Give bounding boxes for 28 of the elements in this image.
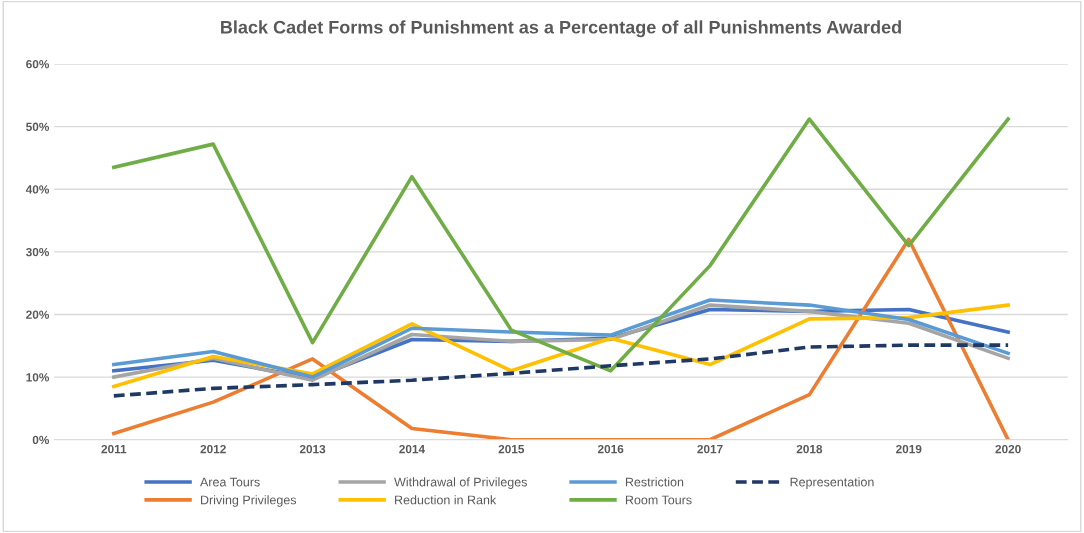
x-tick-label: 2014 — [399, 444, 425, 454]
legend-label: Withdrawal of Privileges — [394, 477, 527, 489]
x-tick-label: 2015 — [498, 444, 525, 454]
line-series — [112, 343, 1010, 398]
x-tick-label: 2011 — [101, 444, 127, 454]
line-series — [112, 117, 1010, 373]
legend-label: Driving Privileges — [201, 495, 297, 507]
y-tick-label: 40% — [25, 185, 50, 194]
legend-label: Reduction in Rank — [395, 495, 497, 505]
x-tick-label: 2017 — [697, 444, 723, 454]
line-series — [112, 237, 1010, 440]
x-tick-label: 2012 — [200, 444, 226, 454]
y-tick-label: 0% — [32, 435, 50, 445]
legend-label: Restriction — [625, 477, 684, 487]
y-tick-label: 10% — [26, 373, 50, 382]
x-tick-label: 2020 — [995, 444, 1021, 454]
y-tick-label: 20% — [26, 310, 50, 319]
y-tick-label: 60% — [26, 59, 50, 69]
y-tick-label: 50% — [26, 122, 50, 131]
legend-label: Area Tours — [200, 477, 260, 487]
x-tick-label: 2018 — [796, 444, 823, 454]
x-tick-label: 2013 — [299, 444, 326, 454]
y-tick-label: 30% — [25, 247, 50, 257]
x-tick-label: 2019 — [896, 444, 922, 454]
chart-title: Black Cadet Forms of Punishment as a Percentage of all Punishments Awarded — [221, 20, 901, 38]
x-tick-label: 2016 — [597, 444, 624, 454]
legend-label: Room Tours — [625, 495, 692, 505]
legend-label: Representation — [790, 477, 874, 489]
